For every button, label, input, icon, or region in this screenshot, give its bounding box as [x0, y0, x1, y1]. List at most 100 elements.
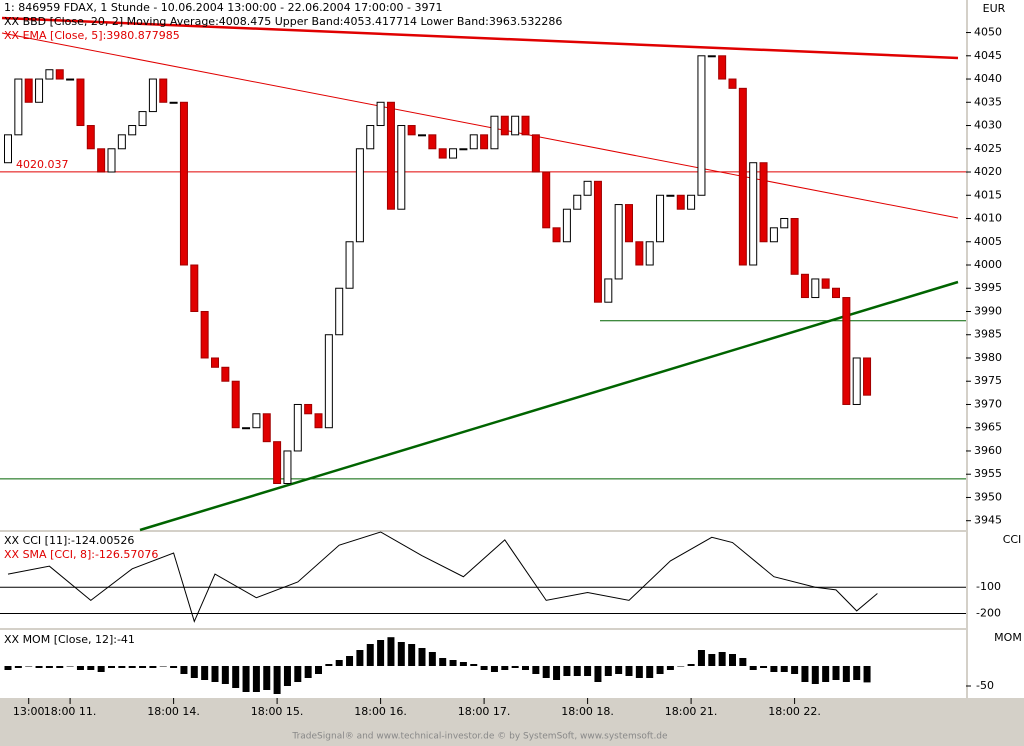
mom-bar — [490, 666, 498, 672]
mom-bar — [594, 666, 602, 682]
mom-bar — [418, 648, 426, 666]
mom-bar — [346, 656, 354, 666]
x-tick-label: 18:00 16. — [354, 705, 407, 718]
mom-bar — [428, 652, 436, 666]
y-tick-label: 4015 — [974, 188, 1002, 201]
candle — [542, 171, 551, 229]
y-tick-label: 3945 — [974, 514, 1002, 527]
candle — [283, 450, 292, 485]
candle — [128, 125, 137, 136]
header: 1: 846959 FDAX, 1 Stunde - 10.06.2004 13… — [4, 1, 442, 14]
candle — [221, 366, 230, 382]
candle — [159, 78, 168, 103]
candle — [500, 115, 509, 136]
x-tick-label: 18:00 21. — [665, 705, 718, 718]
candle — [324, 334, 333, 429]
mom-bar — [811, 666, 819, 684]
candle — [35, 78, 44, 103]
candle — [386, 101, 395, 210]
mom-bar — [501, 666, 509, 670]
candle — [397, 125, 406, 210]
candle — [418, 134, 426, 137]
footer: TradeSignal® and www.technical-investor.… — [291, 732, 668, 742]
candle — [345, 241, 354, 289]
candle — [117, 134, 126, 150]
mom-bar — [221, 666, 229, 684]
y-tick-label: 3980 — [974, 351, 1002, 364]
mom-bar — [791, 666, 799, 674]
mom-bar — [656, 666, 664, 674]
x-tick-label: 18:00 18. — [561, 705, 614, 718]
x-tick-label: 18:00 22. — [768, 705, 821, 718]
candle — [459, 148, 468, 151]
candle — [407, 125, 416, 136]
y-tick-label: 4035 — [974, 95, 1002, 108]
y-tick-label: 4040 — [974, 72, 1002, 85]
candle — [842, 297, 851, 405]
candle — [645, 241, 654, 266]
candle — [293, 403, 302, 452]
x-tick-label: 18:00 14. — [147, 705, 200, 718]
candle — [138, 111, 147, 127]
legend-cci: XX CCI [11]:-124.00526 — [4, 534, 134, 547]
mom-bar — [439, 658, 447, 666]
candle — [769, 227, 778, 243]
candle — [583, 180, 592, 196]
mom-bar — [180, 666, 188, 674]
mom-bar — [677, 666, 685, 667]
mom-bar — [242, 666, 250, 692]
candle — [366, 125, 375, 150]
mom-bar — [190, 666, 198, 678]
candle — [707, 55, 716, 58]
x-tick-label: 18:00 15. — [251, 705, 304, 718]
mom-bar — [822, 666, 830, 682]
candle — [635, 241, 644, 266]
candle — [231, 380, 240, 429]
y-tick-label: -200 — [976, 607, 1001, 620]
candle — [262, 413, 271, 443]
candle — [687, 194, 696, 210]
mom-bar — [604, 666, 612, 676]
x-tick-label: 18:00 17. — [458, 705, 511, 718]
candle — [4, 134, 12, 164]
mom-panel — [0, 630, 966, 698]
mom-bar — [128, 666, 136, 668]
mom-bar — [584, 666, 592, 676]
candle — [242, 427, 251, 430]
candle — [14, 78, 23, 136]
price-panel — [0, 0, 966, 530]
trend-line — [139, 280, 959, 532]
mom-bar — [263, 666, 271, 690]
axis-title: EUR — [983, 2, 1006, 15]
y-tick-label: 3975 — [974, 374, 1002, 387]
legend-mom: XX MOM [Close, 12]:-41 — [4, 633, 135, 646]
candle — [511, 115, 520, 136]
mom-bar — [232, 666, 240, 688]
candle — [593, 180, 602, 303]
mom-bar — [459, 662, 467, 666]
mom-bar — [615, 666, 623, 674]
candle — [376, 101, 385, 127]
mom-bar — [201, 666, 209, 680]
candle — [614, 204, 623, 280]
y-tick-label: 3960 — [974, 444, 1002, 457]
mom-bar — [283, 666, 291, 686]
candle — [800, 273, 809, 299]
mom-bar — [211, 666, 219, 682]
candle — [148, 78, 157, 113]
y-tick-label: 4045 — [974, 49, 1002, 62]
candle — [24, 78, 33, 103]
mom-bar — [646, 666, 654, 678]
legend-sma: XX SMA [CCI, 8]:-126.57076 — [4, 548, 158, 561]
mom-bar — [625, 666, 633, 676]
candle — [97, 148, 106, 173]
mom-bar — [780, 666, 788, 672]
candle — [490, 115, 499, 150]
mom-bar — [853, 666, 861, 680]
mom-bar — [273, 666, 281, 694]
y-tick-label: 4025 — [974, 142, 1002, 155]
mom-bar — [708, 654, 716, 666]
candle — [759, 162, 768, 243]
mom-bar — [397, 642, 405, 666]
mom-bar — [335, 660, 343, 666]
